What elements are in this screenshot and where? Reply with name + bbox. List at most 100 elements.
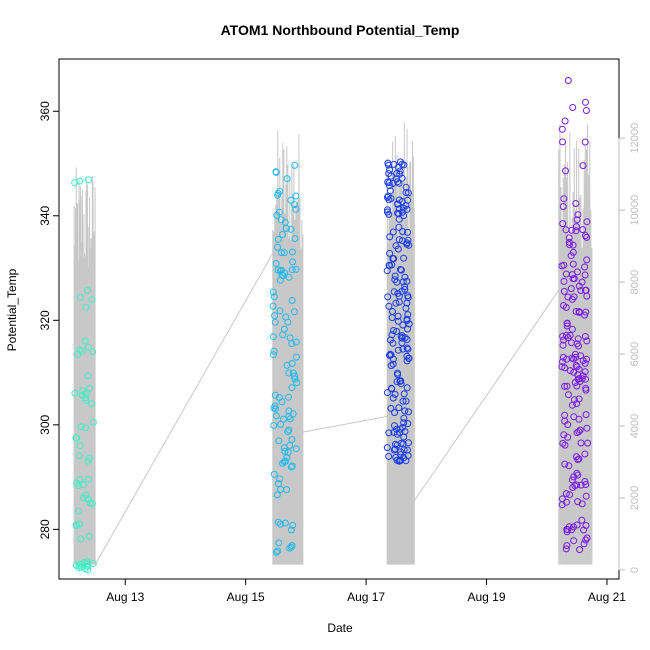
data-point	[400, 446, 408, 454]
data-point	[560, 287, 568, 295]
right-y-tick-label: 6000	[629, 342, 641, 366]
data-point	[561, 364, 569, 372]
data-point	[396, 457, 403, 464]
data-point	[570, 473, 578, 481]
data-point	[272, 405, 280, 413]
data-point	[84, 495, 92, 503]
data-point	[573, 481, 581, 489]
data-point	[564, 334, 572, 342]
data-point	[85, 176, 92, 184]
data-point	[561, 382, 569, 390]
data-point	[77, 535, 85, 543]
data-point	[403, 315, 411, 323]
data-point	[391, 272, 399, 280]
data-point	[385, 429, 393, 437]
data-point	[583, 424, 591, 432]
data-point	[290, 308, 298, 316]
data-point	[270, 351, 277, 359]
data-point	[269, 333, 277, 341]
data-point	[575, 395, 583, 403]
depth-transit-line-2	[296, 414, 394, 434]
data-point	[288, 384, 296, 392]
data-point	[391, 409, 398, 416]
data-point	[559, 203, 567, 210]
data-point	[572, 223, 580, 231]
data-point	[274, 191, 282, 199]
data-point	[392, 299, 400, 307]
data-point	[88, 296, 96, 304]
data-point	[562, 270, 570, 278]
right-y-tick-label: 0	[629, 567, 641, 573]
data-point	[277, 420, 285, 428]
data-point	[82, 396, 90, 404]
data-point	[388, 331, 396, 339]
data-point	[399, 345, 407, 353]
data-point	[286, 442, 294, 449]
x-tick-label: Aug 19	[468, 590, 506, 604]
data-point	[580, 540, 588, 548]
data-point	[562, 490, 570, 498]
data-point	[82, 424, 90, 432]
data-point	[396, 266, 404, 273]
data-point	[284, 448, 292, 456]
data-point	[385, 170, 393, 177]
plot-frame	[58, 58, 620, 580]
data-point	[393, 327, 401, 335]
data-point	[402, 183, 410, 191]
data-point	[403, 299, 411, 307]
data-point	[562, 304, 570, 311]
data-point	[576, 378, 584, 385]
data-point	[583, 534, 591, 542]
data-point	[400, 419, 408, 427]
y-tick-label: 360	[38, 101, 52, 121]
data-point	[389, 180, 397, 187]
y-tick-label: 340	[38, 205, 52, 225]
data-point	[269, 302, 277, 310]
data-point	[576, 426, 584, 434]
data-point	[403, 344, 411, 352]
data-point	[572, 227, 580, 235]
data-point	[401, 407, 409, 415]
data-point	[271, 318, 279, 326]
x-tick-label: Aug 13	[106, 590, 144, 604]
data-point	[564, 421, 572, 429]
data-point	[270, 470, 278, 478]
data-point	[284, 428, 292, 436]
data-point	[397, 380, 405, 388]
data-point	[287, 463, 295, 471]
data-point	[82, 303, 90, 311]
data-point	[405, 354, 413, 362]
data-point	[577, 439, 585, 447]
data-point	[385, 452, 393, 460]
data-point	[564, 526, 572, 534]
data-point	[271, 312, 279, 320]
data-point	[570, 355, 578, 363]
series-cast4	[558, 77, 592, 554]
data-point	[399, 228, 407, 236]
data-point	[563, 319, 571, 327]
data-point	[577, 287, 585, 294]
data-point	[292, 265, 300, 273]
data-point	[291, 375, 299, 383]
data-point	[582, 492, 590, 500]
data-point	[281, 519, 289, 527]
data-point	[405, 439, 412, 447]
data-point	[570, 537, 578, 545]
data-point	[84, 457, 92, 465]
y-axis-label: Potential_Temp	[5, 268, 19, 351]
data-point	[292, 205, 300, 213]
data-point	[270, 347, 278, 355]
data-point	[283, 361, 291, 369]
data-point	[288, 340, 296, 348]
data-point	[274, 235, 282, 243]
data-point	[581, 450, 589, 458]
data-point	[575, 282, 583, 290]
data-point	[404, 311, 412, 319]
data-point	[559, 358, 566, 366]
data-point	[574, 498, 582, 506]
data-point	[285, 393, 292, 401]
data-point	[561, 441, 569, 449]
data-point	[403, 240, 411, 248]
data-point	[561, 460, 569, 468]
data-point	[394, 289, 402, 297]
